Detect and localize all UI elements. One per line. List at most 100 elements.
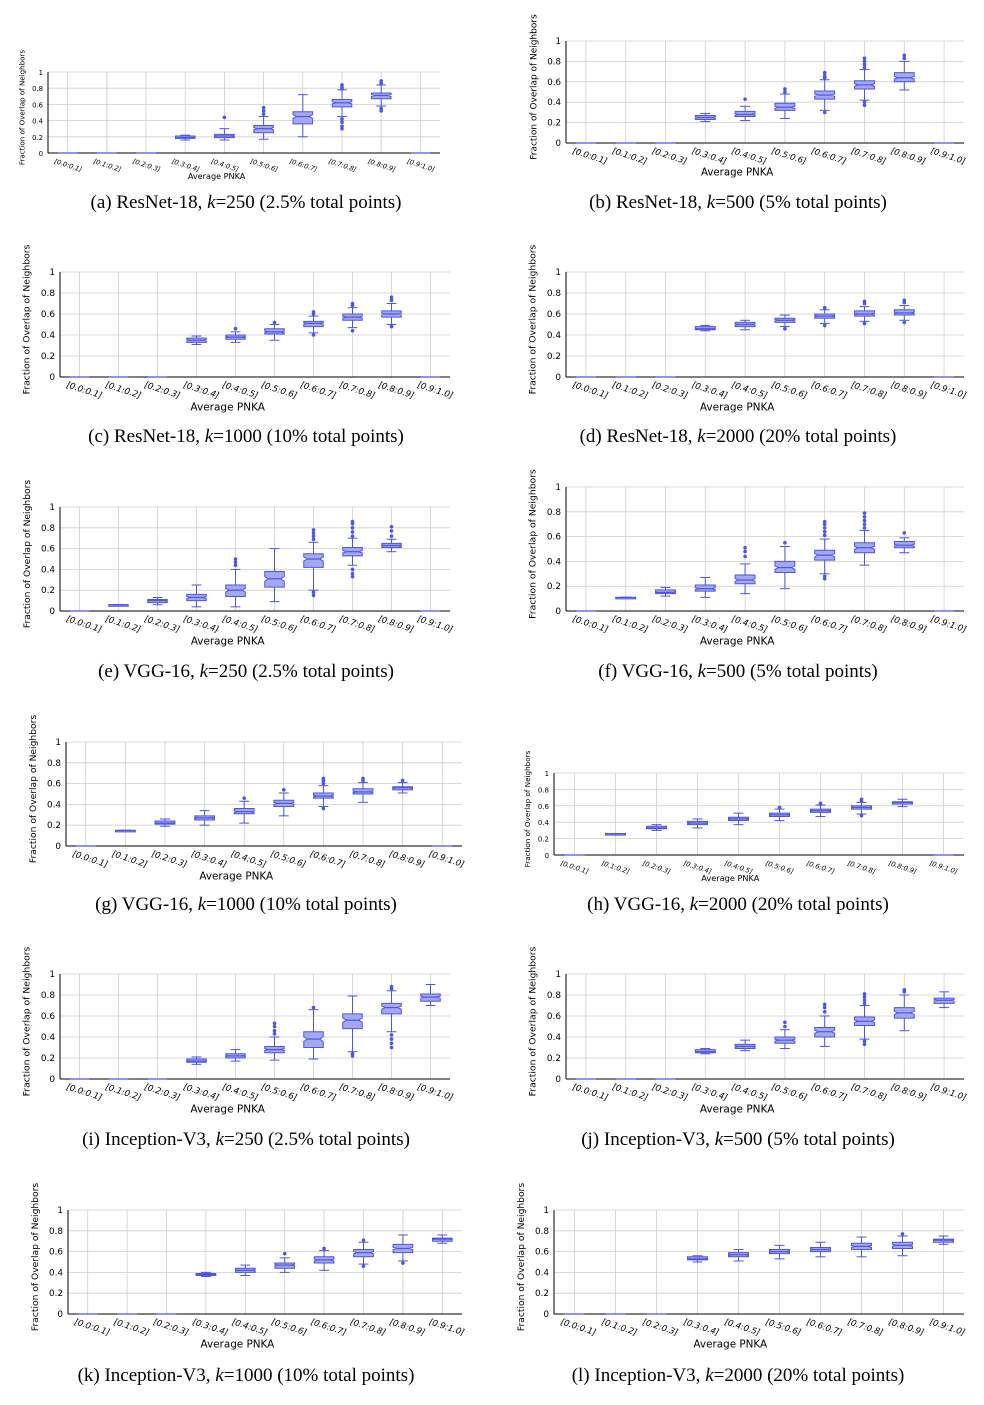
outlier-point	[822, 1002, 827, 1007]
box-[0.6:0.7]	[814, 70, 836, 115]
box-[0.7:0.8]	[352, 776, 374, 803]
outlier-point	[389, 529, 394, 533]
box-[0.8:0.9]	[893, 987, 915, 1032]
outlier-point	[389, 295, 394, 300]
y-tick-label: 0.8	[41, 991, 55, 1001]
y-tick-label: 1	[555, 268, 561, 278]
outlier-point	[862, 1042, 867, 1047]
caption-prefix: (f) VGG-16,	[598, 661, 698, 682]
y-tick-label: 0.8	[547, 289, 561, 299]
x-axis-title: Average PNKA	[700, 402, 775, 414]
y-tick-label: 1	[49, 970, 55, 980]
caption-k: k	[204, 426, 214, 447]
outlier-point	[822, 522, 827, 526]
box-body	[774, 560, 796, 574]
y-axis-title: Fraction of Overlap of Neighbors	[31, 1183, 41, 1331]
outlier-point	[261, 112, 266, 116]
y-tick-label: 0.2	[49, 1289, 63, 1299]
outlier-point	[862, 995, 867, 999]
caption-prefix: (b) ResNet-18,	[589, 192, 707, 213]
box-[0.6:0.7]	[292, 94, 314, 138]
outlier-point	[862, 1001, 867, 1006]
caption-k: k	[714, 1129, 724, 1150]
y-axis-title: Fraction of Overlap of Neighbors	[529, 14, 539, 160]
outlier-point	[743, 549, 747, 554]
outlier-point	[350, 329, 355, 333]
outlier-point	[862, 1039, 867, 1043]
y-tick-label: 1	[555, 37, 561, 47]
box-[0.6:0.7]	[810, 1241, 831, 1258]
caption-k: (k) Inception-V3, k=1000 (10% total poin…	[0, 1365, 492, 1387]
box-body	[734, 574, 756, 585]
y-tick-label: 1	[49, 503, 55, 513]
box-body	[292, 111, 314, 125]
caption-suffix: =500 (5% total points)	[723, 1129, 895, 1150]
outlier-point	[902, 298, 907, 303]
y-tick-label: 0	[55, 842, 61, 852]
y-tick-label: 0.4	[49, 1268, 63, 1278]
box-[0.8:0.9]	[893, 531, 915, 554]
y-tick-label: 0	[49, 607, 55, 617]
y-axis-title: Fraction of Overlap of Neighbors	[528, 469, 539, 619]
outlier-point	[902, 320, 907, 325]
box-[0.6:0.7]	[810, 801, 831, 817]
caption-k: k	[215, 1365, 224, 1386]
box-[0.6:0.7]	[303, 1005, 324, 1060]
y-tick-label: 0	[555, 1075, 561, 1085]
y-tick-label: 0.6	[535, 1248, 549, 1258]
outlier-point	[311, 590, 316, 595]
y-tick-label: 0	[555, 607, 561, 617]
y-axis-title: Fraction of Overlap of Neighbors	[29, 715, 39, 863]
outlier-point	[350, 519, 355, 524]
outlier-point	[233, 560, 238, 564]
box-[0.3:0.4]	[687, 818, 708, 829]
x-tick-label: [0.6:0.7]	[805, 1317, 843, 1338]
caption-j: (j) Inception-V3, k=500 (5% total points…	[492, 1129, 984, 1151]
outlier-point	[822, 519, 827, 524]
x-axis-title: Average PNKA	[693, 1338, 768, 1350]
outlier-point	[822, 533, 827, 538]
y-tick-label: 0	[49, 1075, 55, 1085]
y-tick-label: 1	[543, 1206, 549, 1216]
box-[0.3:0.4]	[174, 134, 196, 141]
y-tick-label: 1	[39, 69, 43, 77]
outlier-point	[822, 305, 827, 310]
caption-prefix: (g) VGG-16,	[95, 894, 198, 915]
caption-k: k	[706, 192, 716, 213]
y-tick-label: 0.6	[49, 1248, 63, 1258]
box-body	[342, 1013, 363, 1030]
box-[0.6:0.7]	[814, 519, 836, 581]
caption-suffix: =1000 (10% total points)	[213, 426, 404, 447]
outlier-point	[350, 530, 355, 534]
box-[0.7:0.8]	[851, 1236, 872, 1258]
box-[0.3:0.4]	[694, 1048, 716, 1055]
box-[0.3:0.4]	[687, 1255, 708, 1263]
outlier-point	[743, 97, 747, 101]
outlier-point	[401, 1261, 405, 1265]
y-tick-label: 0.2	[547, 352, 561, 362]
outlier-point	[859, 813, 864, 818]
y-tick-label: 0	[555, 373, 561, 383]
caption-suffix: =1000 (10% total points)	[223, 1365, 415, 1386]
outlier-point	[743, 554, 747, 559]
outlier-point	[822, 110, 827, 115]
outlier-point	[361, 1264, 366, 1268]
box-[0.8:0.9]	[892, 1232, 913, 1257]
box-[0.6:0.7]	[814, 1002, 836, 1047]
y-axis-title: Fraction of Overlap of Neighbors	[22, 244, 33, 394]
outlier-point	[321, 781, 326, 786]
box-[0.7:0.8]	[342, 519, 363, 579]
outlier-point	[233, 326, 238, 331]
x-axis-title: Average PNKA	[191, 635, 266, 647]
y-tick-label: 0.4	[41, 1033, 55, 1043]
box-[0.4:0.5]	[728, 812, 749, 826]
caption-k: k	[697, 661, 707, 682]
y-tick-label: 1	[545, 770, 549, 778]
outlier-point	[311, 537, 316, 542]
outlier-point	[350, 534, 355, 538]
outlier-point	[822, 576, 827, 581]
